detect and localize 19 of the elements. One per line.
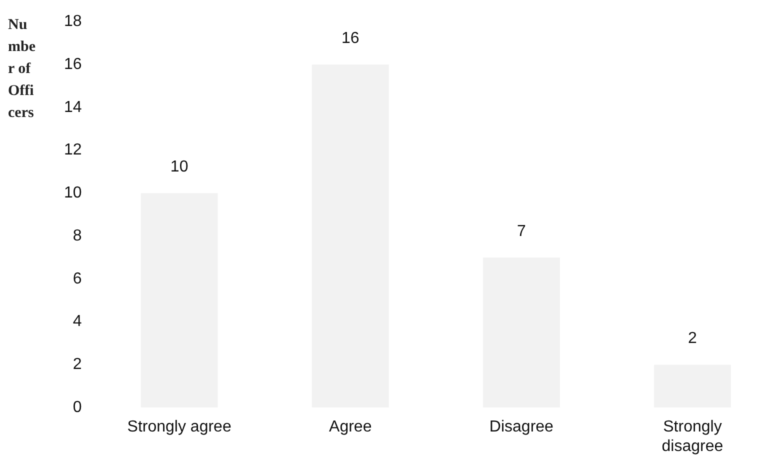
data-label: 7 [516,222,526,240]
y-tick-label: 14 [64,98,82,116]
y-tick-label: 16 [64,56,82,73]
y-tick-label: 2 [72,356,82,374]
x-tick-label: Agree [329,418,372,436]
y-tick-label: 6 [72,270,82,288]
y-tick-label: 18 [64,13,82,30]
y-tick-label: 4 [72,313,82,330]
x-tick-label: Strongly disagree [662,418,724,455]
y-tick-label: 8 [72,227,82,244]
y-tick-label: 10 [64,184,82,202]
y-axis-title: Number of Officers [8,16,36,123]
y-tick-label: 0 [72,399,82,416]
x-tick-label: Disagree [489,418,554,436]
data-label: 16 [341,30,360,47]
x-tick-label: Strongly agree [127,418,232,436]
data-label: 2 [688,330,698,348]
y-tick-label: 12 [64,142,82,159]
data-label: 10 [170,158,188,176]
